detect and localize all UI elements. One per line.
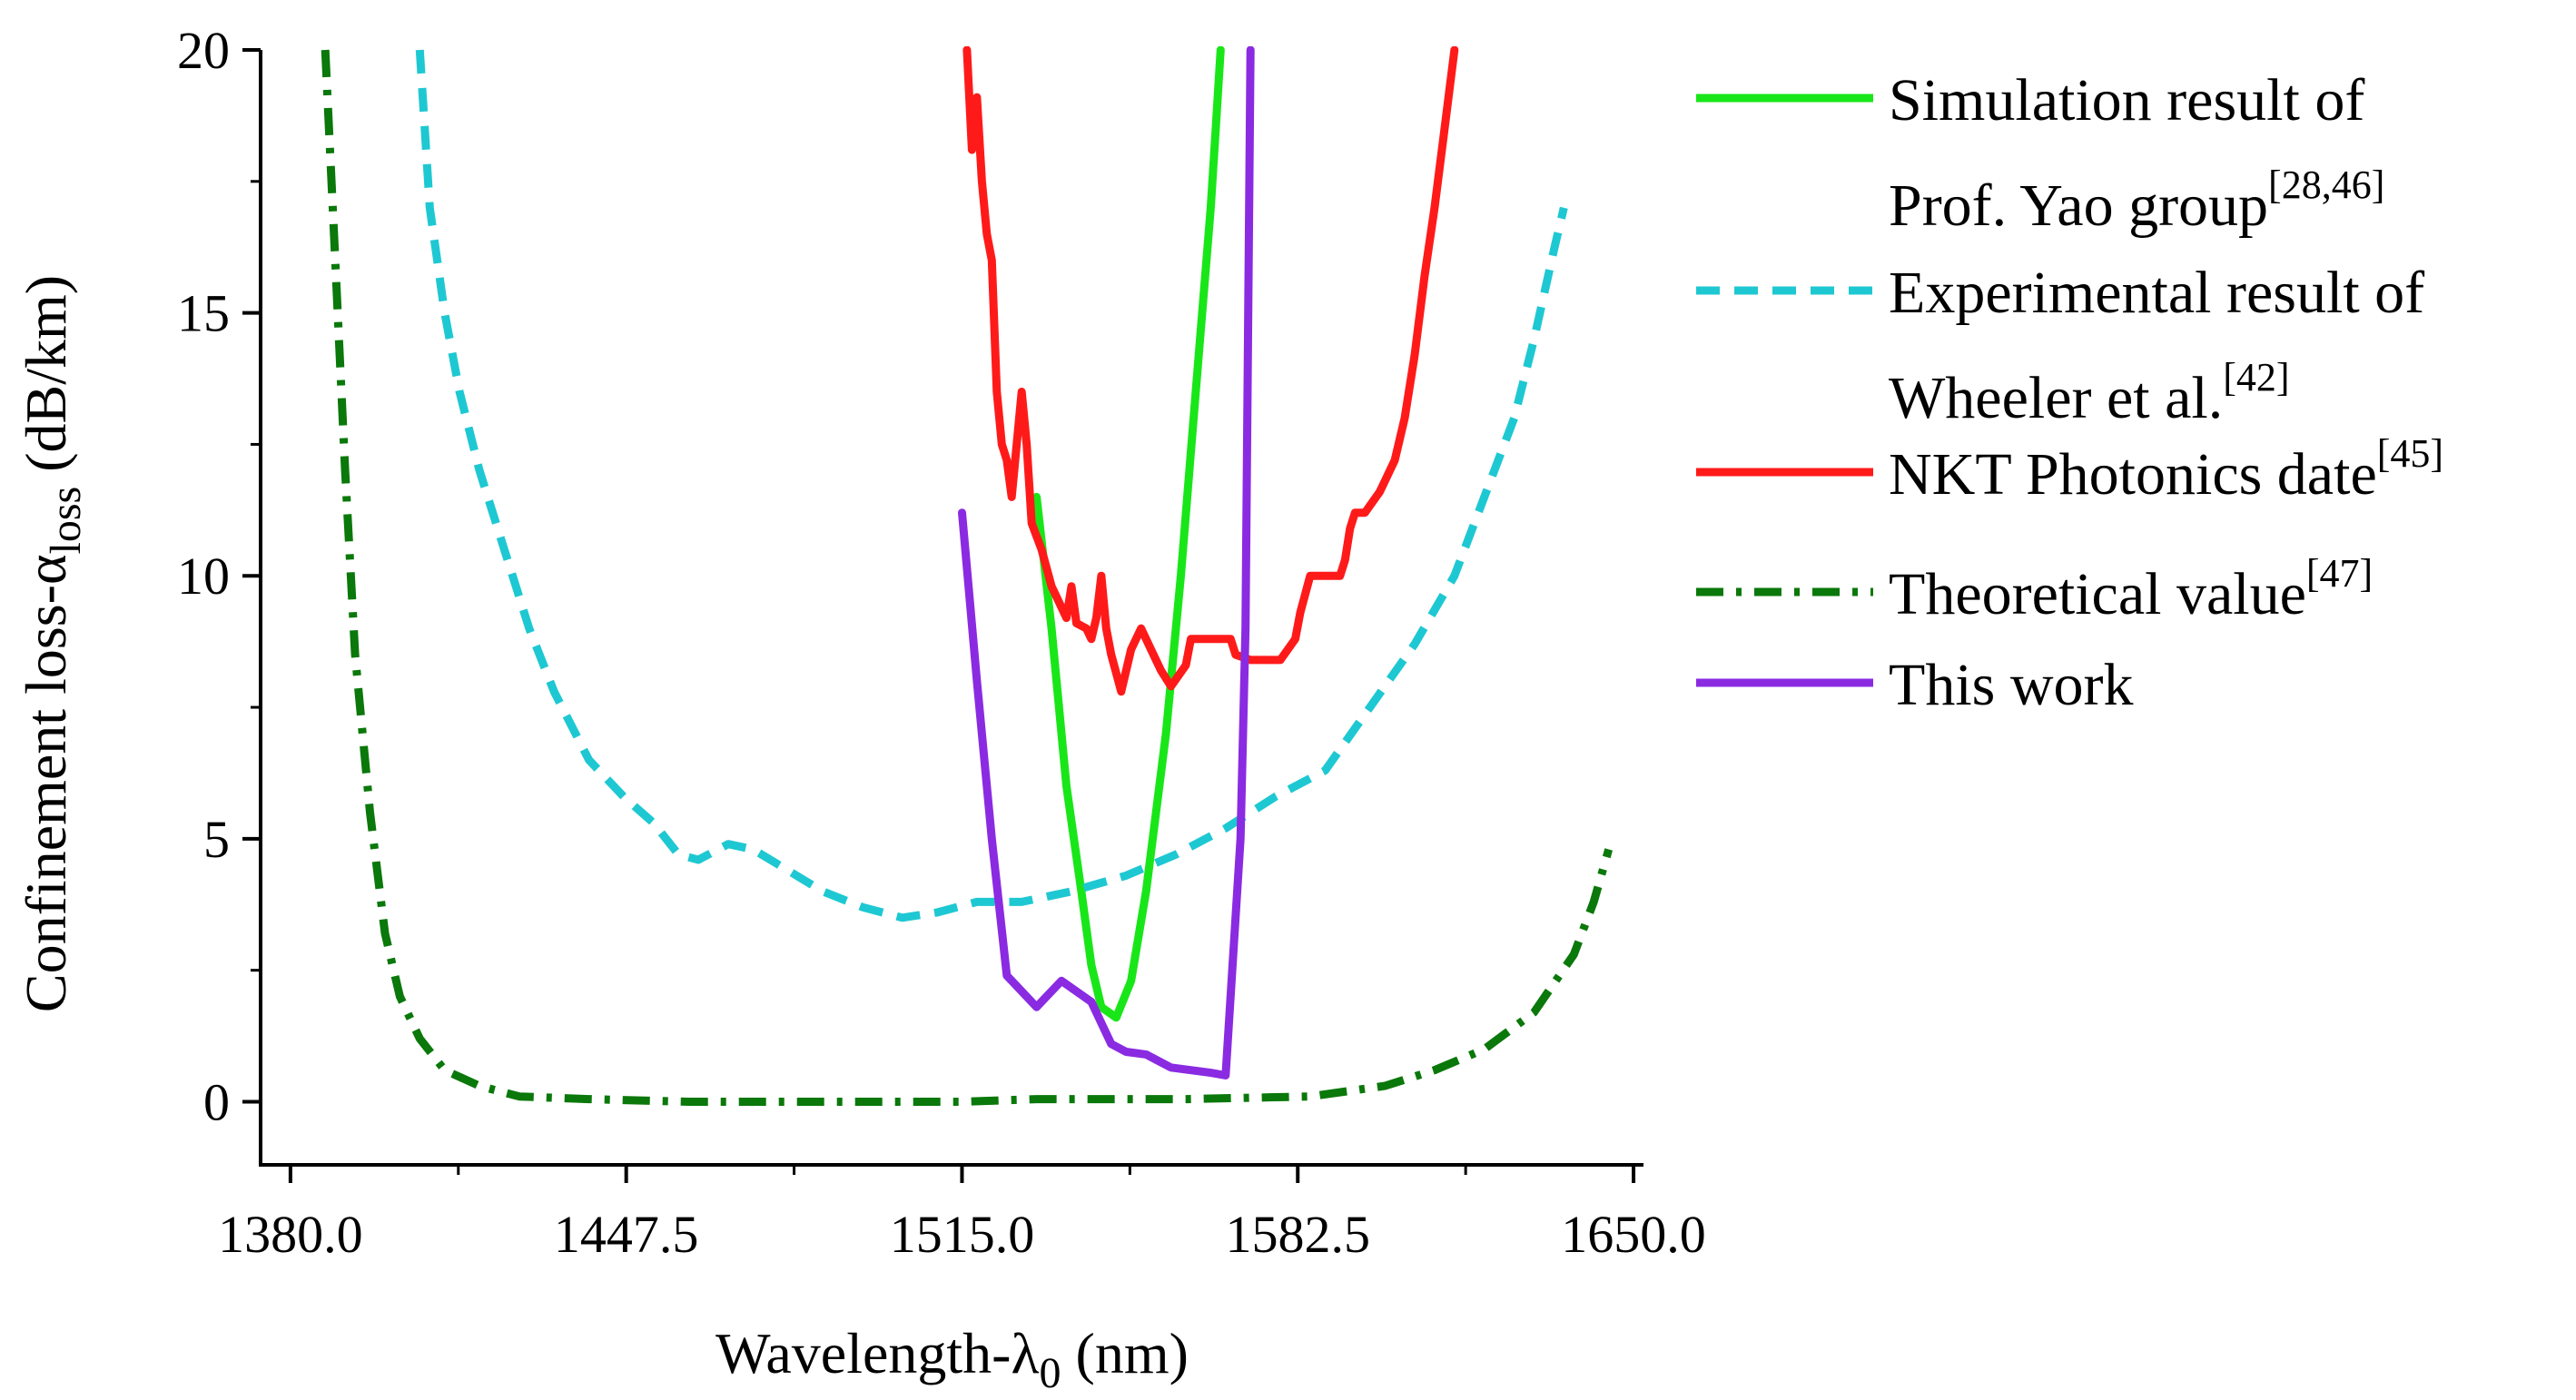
axes-layer: 0 5 10 15 20 1380.0 1447.5 1515.0 1582.5 1650.0 Wa… bbox=[14, 21, 1706, 1397]
legend-label-2: Experimental result of bbox=[1889, 260, 2424, 326]
y-tick-label: 20 bbox=[177, 21, 230, 80]
y-tick-label: 0 bbox=[203, 1072, 230, 1131]
x-tick-label: 1650.0 bbox=[1561, 1205, 1706, 1264]
series-line-2 bbox=[415, 49, 1568, 922]
legend-label-1: Simulation result of bbox=[1889, 67, 2364, 133]
series-line-3 bbox=[962, 46, 1459, 696]
series-layer bbox=[321, 46, 1614, 1106]
legend-label-1: Prof. Yao group[28,46] bbox=[1889, 163, 2384, 239]
y-tick-label: 15 bbox=[177, 284, 230, 343]
legend: Simulation result of Prof. Yao group[28,4… bbox=[1696, 67, 2443, 718]
y-tick-label: 10 bbox=[177, 547, 230, 606]
legend-label-2: Wheeler et al.[42] bbox=[1889, 355, 2290, 431]
x-tick-label: 1515.0 bbox=[890, 1205, 1035, 1264]
legend-label-4: Theoretical value[47] bbox=[1889, 551, 2373, 627]
x-tick-label: 1380.0 bbox=[218, 1205, 363, 1264]
y-tick-label: 5 bbox=[203, 810, 230, 869]
series-line-1 bbox=[1032, 46, 1225, 1022]
x-axis-title: Wavelength-λ0 (nm) bbox=[716, 1321, 1189, 1397]
series-line-4 bbox=[321, 49, 1614, 1106]
series-line-5 bbox=[958, 46, 1255, 1080]
y-axis-title: Confinement loss-αloss (dB/km) bbox=[14, 275, 90, 1012]
legend-label-3: NKT Photonics date[45] bbox=[1889, 431, 2443, 508]
x-tick-label: 1582.5 bbox=[1226, 1205, 1371, 1264]
legend-label-5: This work bbox=[1889, 652, 2133, 718]
x-tick-label: 1447.5 bbox=[554, 1205, 699, 1264]
